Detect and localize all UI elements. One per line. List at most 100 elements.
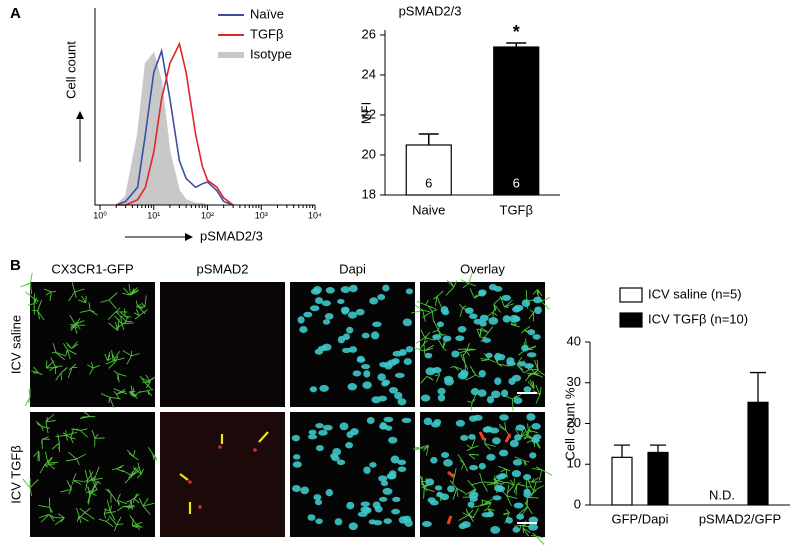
nucleus xyxy=(481,512,491,518)
microglia xyxy=(493,354,510,367)
microglia xyxy=(79,411,96,419)
nucleus xyxy=(307,434,318,440)
nucleus xyxy=(526,352,537,358)
nucleus xyxy=(292,454,301,460)
nucleus xyxy=(524,363,534,369)
microglia xyxy=(114,315,134,331)
nucleus xyxy=(346,326,354,334)
nucleus xyxy=(509,314,519,323)
nucleus xyxy=(521,344,529,352)
microglia xyxy=(514,524,531,532)
microglia xyxy=(108,318,120,331)
nucleus xyxy=(437,387,446,395)
microglia xyxy=(415,329,436,344)
nucleus xyxy=(356,355,365,362)
microglia xyxy=(147,447,158,461)
x-tick-label: 10¹ xyxy=(147,210,160,220)
bar xyxy=(405,144,452,196)
microglia xyxy=(457,453,469,472)
microglia xyxy=(413,344,435,352)
nucleus xyxy=(440,306,449,314)
bar-label: 6 xyxy=(513,175,520,190)
nucleus xyxy=(340,286,351,294)
nucleus xyxy=(401,417,412,424)
nucleus xyxy=(485,352,493,359)
microglia xyxy=(133,308,148,320)
nucleus xyxy=(509,439,519,448)
nucleus xyxy=(486,453,496,461)
nucleus xyxy=(478,290,486,297)
microglia xyxy=(24,388,31,407)
microglia xyxy=(85,480,100,494)
microglia xyxy=(55,367,68,381)
psmad-signal xyxy=(253,448,257,452)
microglia xyxy=(91,429,105,447)
microglia xyxy=(523,425,531,440)
nucleus xyxy=(378,475,388,482)
bar xyxy=(747,401,769,506)
nucleus xyxy=(397,466,407,472)
microglia xyxy=(117,505,135,512)
nucleus xyxy=(528,523,539,531)
microglia xyxy=(105,488,117,503)
error-bar xyxy=(506,42,527,47)
legend-label: ICV saline (n=5) xyxy=(648,286,742,301)
microglia xyxy=(136,295,147,308)
nucleus xyxy=(478,462,486,470)
nucleus xyxy=(325,489,334,497)
microglia xyxy=(78,295,87,304)
nucleus xyxy=(432,366,442,374)
microglia xyxy=(466,437,479,452)
microglia xyxy=(416,299,437,310)
microglia xyxy=(120,308,132,319)
microglia xyxy=(416,444,429,456)
microglia xyxy=(116,315,132,329)
microglia xyxy=(87,362,100,375)
microglia xyxy=(460,273,476,289)
nucleus xyxy=(380,480,389,487)
nucleus xyxy=(347,382,358,391)
microglia xyxy=(41,436,50,450)
microglia xyxy=(483,508,495,517)
arrow xyxy=(446,515,453,525)
microglia xyxy=(20,272,33,295)
microglia xyxy=(458,508,474,523)
microglia xyxy=(476,327,487,338)
nucleus xyxy=(429,499,439,506)
nucleus xyxy=(496,485,506,493)
microglia xyxy=(129,515,142,531)
nucleus xyxy=(467,501,475,508)
microglia xyxy=(420,480,435,499)
nucleus xyxy=(405,345,414,353)
nucleus xyxy=(332,448,342,456)
y-tick-label: 40 xyxy=(567,333,581,348)
error-bar xyxy=(650,444,666,453)
microglia xyxy=(77,507,95,521)
micrograph xyxy=(290,282,415,407)
microglia xyxy=(498,465,511,479)
microglia xyxy=(479,499,492,509)
nucleus xyxy=(423,417,433,426)
nucleus xyxy=(528,516,539,524)
nucleus xyxy=(370,331,380,340)
bar xyxy=(647,451,669,506)
microglia xyxy=(499,296,514,308)
nucleus xyxy=(398,516,408,524)
micrograph-bg xyxy=(160,412,285,537)
microglia xyxy=(87,486,97,504)
microglia xyxy=(130,385,142,397)
nucleus xyxy=(531,423,541,430)
nucleus xyxy=(318,429,328,436)
microglia xyxy=(526,423,539,435)
column-header: CX3CR1-GFP xyxy=(51,261,133,276)
nucleus xyxy=(440,493,450,501)
nucleus xyxy=(303,311,313,318)
nucleus xyxy=(360,501,371,507)
microglia xyxy=(71,428,88,438)
microglia xyxy=(63,343,77,360)
nucleus xyxy=(391,508,401,515)
nucleus xyxy=(300,486,309,495)
microglia xyxy=(51,434,61,453)
microglia xyxy=(518,502,533,516)
microglia xyxy=(420,375,434,384)
